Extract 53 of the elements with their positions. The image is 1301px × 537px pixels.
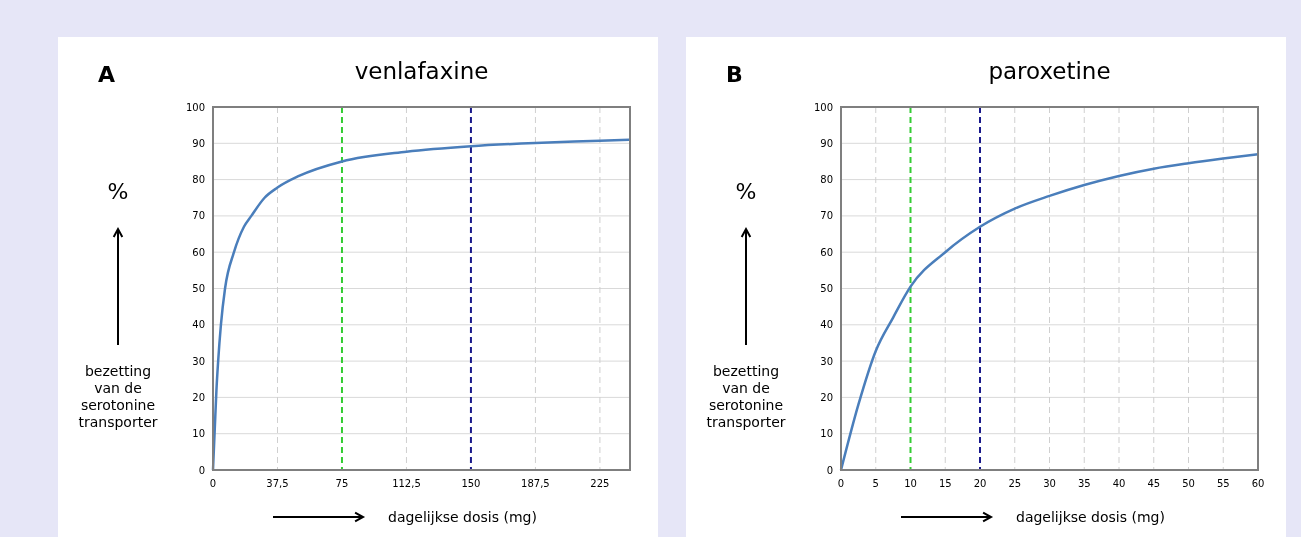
y-tick-label: 100 (185, 101, 205, 113)
x-tick-label: 20 (973, 478, 987, 489)
x-tick-label: 112,5 (392, 478, 421, 489)
x-tick-label: 225 (590, 478, 610, 489)
y-tick-label: 0 (826, 464, 833, 476)
y-tick-label: 60 (192, 246, 205, 258)
x-axis-title: dagelijkse dosis (mg) (1016, 509, 1165, 525)
y-tick-label: 70 (820, 210, 833, 222)
text: bezetting van de serotonine transporter (78, 363, 158, 430)
y-tick-label: 90 (192, 137, 205, 149)
y-tick-label: 30 (820, 355, 833, 367)
x-tick-label: 55 (1216, 478, 1230, 489)
y-tick-label: 20 (820, 391, 833, 403)
text: A (98, 62, 116, 87)
y-tick-label: 10 (192, 428, 205, 440)
y-tick-label: 20 (192, 391, 205, 403)
x-tick-label: 0 (209, 478, 217, 489)
x-tick-label: 50 (1182, 478, 1195, 489)
x-tick-label: 60 (1251, 478, 1265, 489)
x-tick-label: 150 (461, 478, 481, 489)
x-tick-label: 15 (938, 478, 952, 489)
x-tick-label: 0 (837, 478, 845, 489)
y-tick-label: 30 (192, 355, 205, 367)
x-tick-label: 40 (1112, 478, 1126, 489)
text: B (726, 62, 743, 87)
x-tick-label: 25 (1008, 478, 1022, 489)
x-tick-label: 30 (1043, 478, 1056, 489)
y-tick-label: 50 (192, 283, 205, 294)
y-tick-label: 40 (820, 319, 833, 331)
text: bezetting van de serotonine transporter (706, 363, 786, 430)
y-tick-label: 60 (820, 246, 833, 258)
y-tick-label: 100 (813, 101, 833, 113)
line-series (839, 152, 1260, 472)
x-tick-label: 37,5 (266, 478, 289, 489)
y-axis-title: % (735, 179, 757, 204)
y-tick-label: 10 (820, 428, 833, 440)
x-axis-title: dagelijkse dosis (mg) (388, 509, 537, 525)
x-tick-label: 187,5 (521, 478, 550, 489)
y-tick-label: 80 (820, 174, 833, 186)
chart-title: venlafaxine (354, 58, 489, 84)
y-tick-label: 80 (192, 174, 205, 186)
chart-title: paroxetine (988, 58, 1111, 84)
x-tick-label: 5 (872, 478, 879, 489)
x-tick-label: 45 (1147, 478, 1161, 489)
x-tick-label: 75 (335, 478, 349, 489)
x-tick-label: 35 (1077, 478, 1091, 489)
y-axis-title: % (107, 179, 129, 204)
y-tick-label: 40 (192, 319, 205, 331)
y-tick-label: 70 (192, 210, 205, 222)
y-tick-label: 90 (820, 137, 833, 149)
x-tick-label: 10 (904, 478, 917, 489)
y-tick-label: 50 (820, 283, 833, 294)
y-tick-label: 0 (198, 464, 205, 476)
